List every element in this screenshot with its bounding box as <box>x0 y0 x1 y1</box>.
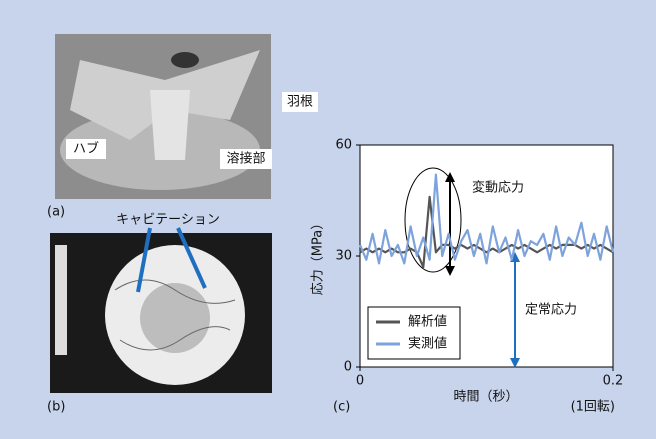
callout: 羽根 <box>287 95 313 110</box>
photo-b <box>50 233 272 393</box>
panel-label: (c) <box>333 400 350 415</box>
x-axis-label: 時間（秒） <box>453 390 518 405</box>
y-tick-label: 0 <box>344 360 352 375</box>
x-tick-label: 0.2 <box>603 374 624 389</box>
y-tick-label: 30 <box>335 249 352 264</box>
y-axis-label: 応力（MPa） <box>311 217 326 295</box>
panel-label: (b) <box>47 400 65 415</box>
callout: ハブ <box>73 141 99 157</box>
x-tick-label: 0 <box>356 374 364 389</box>
callout: キャビテーション <box>116 213 220 228</box>
legend-label: 解析値 <box>408 314 447 330</box>
y-tick-label: 60 <box>335 138 352 153</box>
panel-label: (a) <box>47 205 65 220</box>
callout: 溶接部 <box>226 151 265 167</box>
photo-a <box>55 34 271 199</box>
annotation: 変動応力 <box>472 180 524 196</box>
figure: 羽根 ハブ 溶接部 (a) キャビテーション (b) 応力（MPa） 時間（秒）… <box>0 0 656 439</box>
x-note: (1回転) <box>571 400 615 415</box>
annotation: 定常応力 <box>525 303 577 318</box>
legend-label: 実測値 <box>408 336 447 352</box>
